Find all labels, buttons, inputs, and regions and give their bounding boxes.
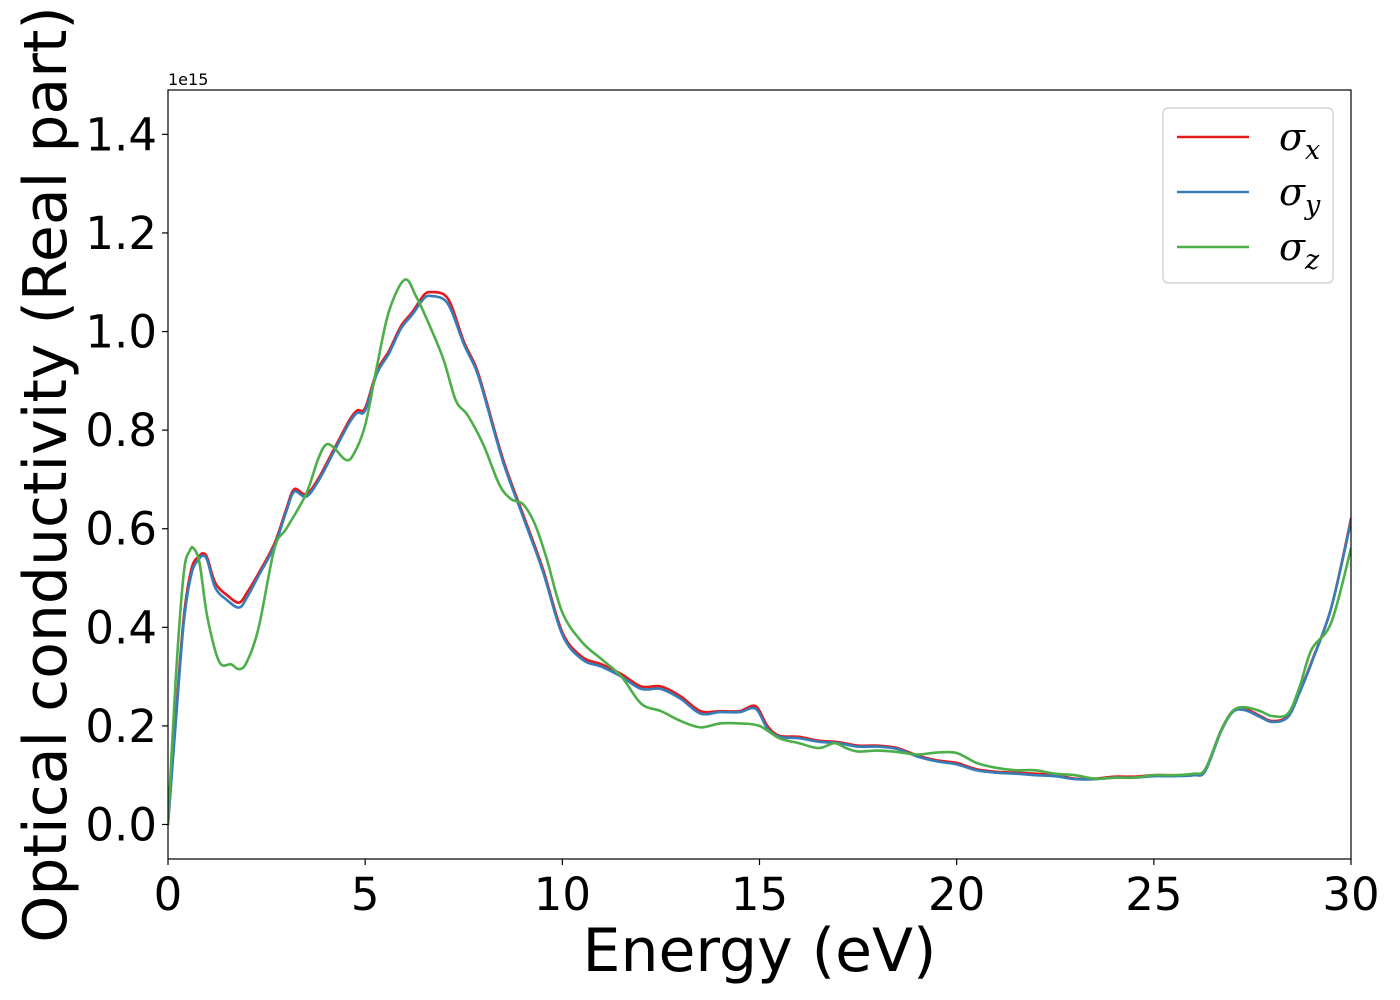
y-tick-label: 0.8 xyxy=(85,404,157,457)
legend-label-z: σz xyxy=(1279,225,1320,276)
x-tick-label: 20 xyxy=(928,868,985,921)
legend-label-subscript: y xyxy=(1304,190,1321,221)
legend-label-symbol: σ xyxy=(1279,115,1306,159)
y-tick-label: 0.4 xyxy=(85,601,157,654)
y-axis: 0.0 0.2 0.4 0.6 0.8 1.0 1.2 1.4 xyxy=(85,108,168,851)
x-tick-label: 25 xyxy=(1125,868,1182,921)
y-tick-label: 1.2 xyxy=(85,207,157,260)
legend-label-subscript: z xyxy=(1304,245,1320,276)
legend-label-symbol: σ xyxy=(1279,170,1306,214)
series-layer xyxy=(168,278,1351,826)
legend-label-subscript: x xyxy=(1305,135,1320,166)
x-tick-label: 30 xyxy=(1322,868,1379,921)
y-offset-label: 1e15 xyxy=(168,70,208,89)
y-tick-label: 0.6 xyxy=(85,503,157,556)
y-tick-label: 0.0 xyxy=(85,798,157,851)
x-axis-title: Energy (eV) xyxy=(583,916,937,986)
y-axis-title: Optical conductivity (Real part) xyxy=(11,6,81,943)
legend-box xyxy=(1162,107,1334,284)
series-line-z xyxy=(168,278,1351,826)
legend-label-x: σx xyxy=(1279,115,1320,166)
y-tick-label: 1.4 xyxy=(85,108,157,161)
x-tick-label: 5 xyxy=(351,868,380,921)
x-tick-label: 10 xyxy=(534,868,591,921)
legend-label-symbol: σ xyxy=(1279,225,1306,269)
x-tick-label: 0 xyxy=(154,868,183,921)
legend-label-y: σy xyxy=(1279,170,1321,221)
x-axis: 0 5 10 15 20 25 30 xyxy=(154,859,1380,921)
x-tick-label: 15 xyxy=(731,868,788,921)
y-tick-label: 0.2 xyxy=(85,700,157,753)
y-tick-label: 1.0 xyxy=(85,306,157,359)
